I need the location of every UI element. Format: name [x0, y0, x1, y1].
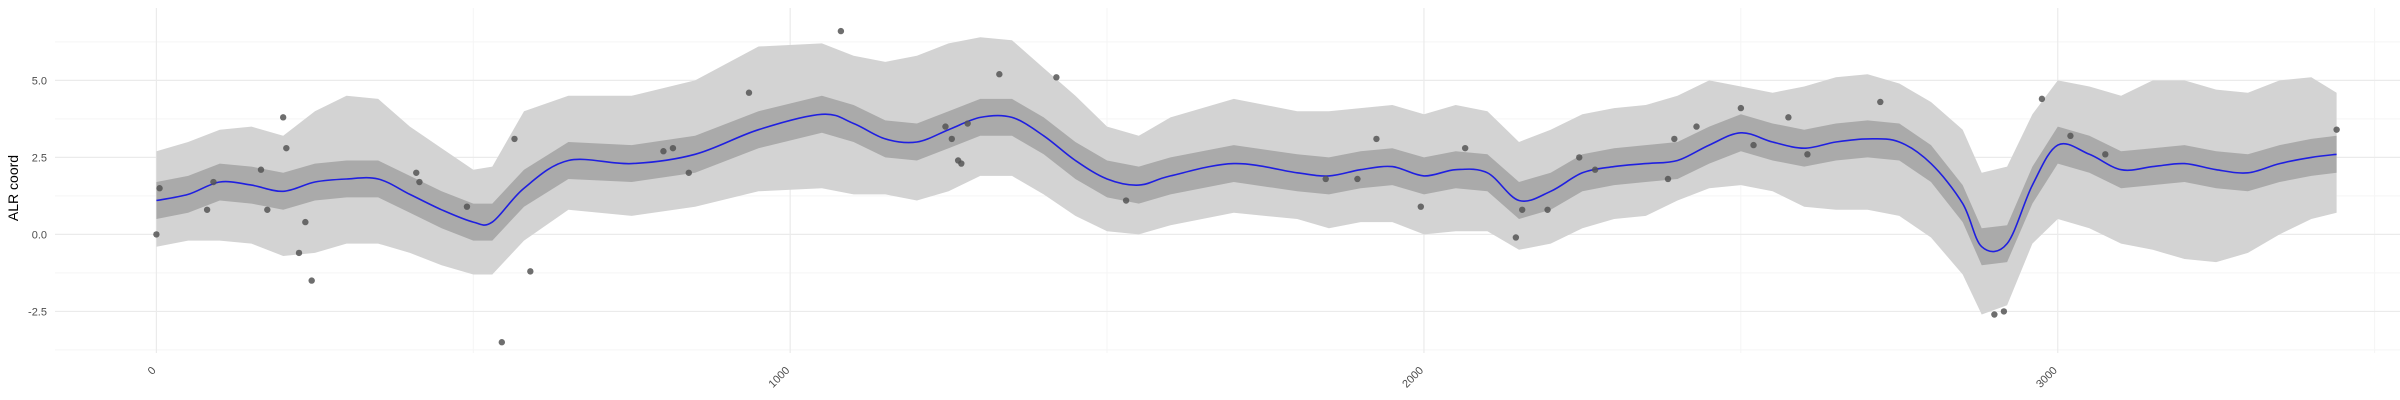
observation-point	[1576, 154, 1583, 161]
inner-confidence-band	[156, 95, 2337, 266]
observation-point	[498, 339, 506, 346]
observation-point	[669, 144, 677, 152]
observation-point	[948, 135, 956, 143]
observation-point	[264, 206, 271, 213]
observation-point	[308, 277, 315, 284]
y-tick-label: 5.0	[32, 75, 47, 87]
y-tick-label: 2.5	[32, 152, 47, 164]
observation-point	[1991, 311, 1998, 318]
observation-point	[283, 144, 290, 152]
observation-point	[1544, 206, 1551, 213]
observation-point	[257, 166, 265, 173]
observation-point	[1785, 114, 1792, 121]
observation-point	[660, 148, 667, 155]
observation-point	[302, 218, 309, 226]
observation-point	[685, 169, 692, 176]
y-tick-label: -2.5	[28, 306, 47, 318]
y-axis-tick-labels: -2.5 0.0 2.5 5.0	[28, 75, 47, 318]
observation-point	[2333, 126, 2340, 133]
observation-point	[1053, 74, 1060, 81]
observation-point	[1750, 141, 1757, 149]
observation-point	[153, 231, 160, 238]
observation-point	[279, 114, 287, 121]
observation-point	[203, 206, 211, 213]
observation-point	[1519, 206, 1526, 213]
observation-point	[1461, 144, 1469, 152]
observation-point	[463, 203, 471, 210]
observation-point	[1417, 203, 1425, 210]
observation-point	[942, 123, 949, 130]
mean-series-line	[156, 113, 2337, 253]
observation-point	[2067, 132, 2074, 140]
observation-point	[2038, 95, 2046, 103]
observation-point	[958, 160, 965, 167]
observation-point	[2000, 308, 2008, 315]
y-tick-label: 0.0	[32, 229, 47, 241]
observation-point	[964, 120, 971, 127]
observation-point	[1877, 98, 1884, 106]
observation-point	[1693, 123, 1700, 130]
observation-point	[745, 89, 753, 96]
observation-point	[1664, 175, 1672, 183]
observation-point	[837, 27, 845, 35]
observation-point	[1671, 135, 1678, 143]
observation-point	[156, 185, 163, 192]
observation-points	[153, 27, 2340, 346]
observation-point	[2102, 151, 2109, 158]
observation-point	[1354, 175, 1361, 183]
observation-point	[1737, 104, 1745, 112]
observation-point	[1122, 197, 1130, 204]
observation-point	[1373, 135, 1380, 143]
observation-point	[413, 169, 420, 176]
y-axis-title: ALR coord	[5, 155, 21, 221]
observation-point	[1322, 175, 1329, 183]
observation-point	[1591, 166, 1599, 173]
observation-point	[416, 178, 423, 186]
observation-point	[1804, 151, 1811, 158]
observation-point	[210, 178, 217, 186]
observation-point	[527, 268, 534, 275]
observation-point	[295, 249, 303, 257]
observation-point	[511, 135, 518, 143]
observation-point	[1512, 234, 1520, 241]
observation-point	[996, 71, 1003, 78]
